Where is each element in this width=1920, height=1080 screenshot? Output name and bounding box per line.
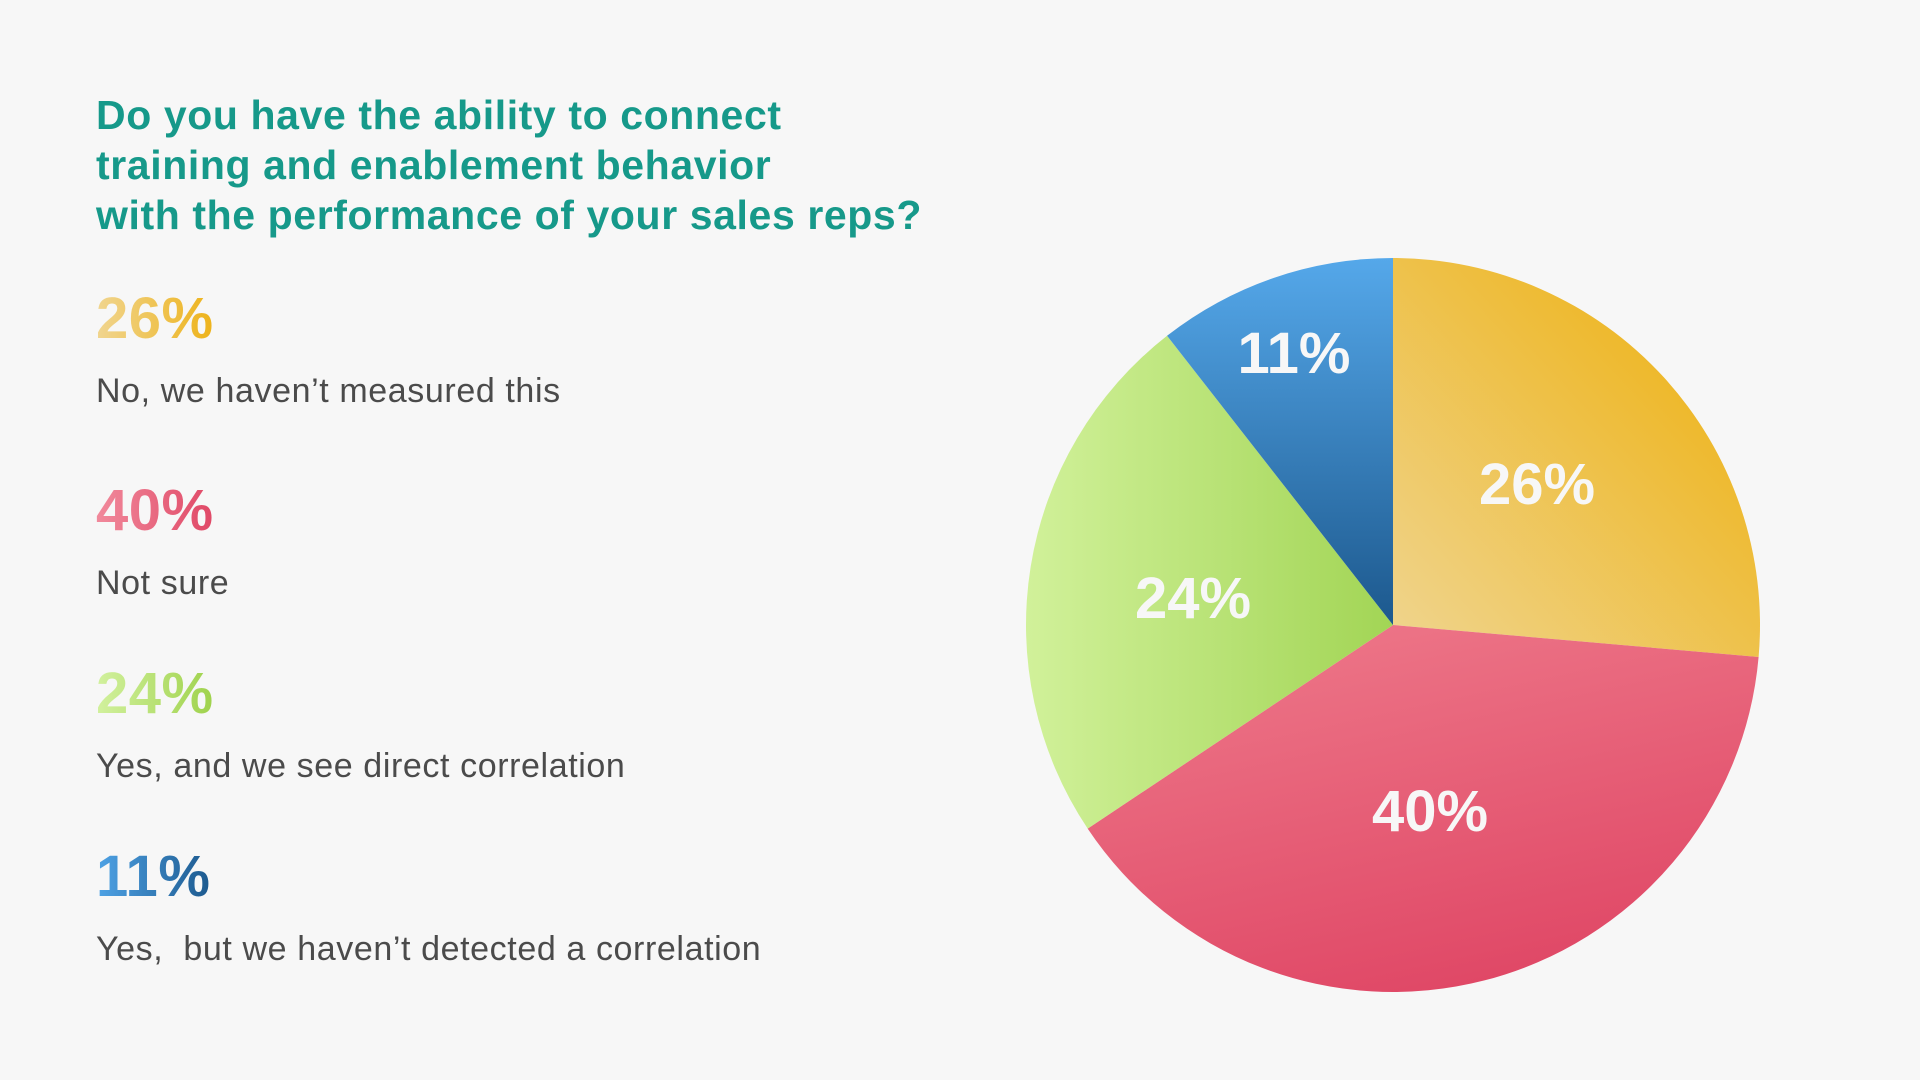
legend-item-no-measurement: 26% No, we haven’t measured this [96, 286, 561, 410]
slice-direct-correlation [1026, 335, 1393, 829]
legend-percent: 11% [96, 844, 211, 909]
legend-label: Yes, and we see direct correlation [96, 747, 626, 785]
slice-label: 11% [1238, 321, 1351, 386]
slice-not-sure [1087, 625, 1759, 992]
legend-percent: 40% [96, 478, 214, 543]
legend-label: Not sure [96, 564, 230, 602]
legend-label: No, we haven’t measured this [96, 372, 561, 410]
pie-labels: 26% 40% 24% 11% [1135, 321, 1595, 844]
title-line-2: training and enablement behavior [96, 142, 772, 188]
title-line-3: with the performance of your sales reps? [96, 192, 922, 238]
pie-slices [1026, 258, 1760, 992]
legend-label: Yes, but we haven’t detected a correlati… [96, 930, 762, 968]
legend-percent: 24% [96, 661, 214, 726]
slice-label: 40% [1372, 779, 1488, 844]
legend-item-direct-correlation: 24% Yes, and we see direct correlation [96, 661, 626, 785]
slice-label: 24% [1135, 566, 1251, 631]
legend-item-not-sure: 40% Not sure [96, 478, 230, 602]
legend-item-no-correlation: 11% Yes, but we haven’t detected a corre… [96, 844, 762, 968]
slice-no-measurement [1393, 258, 1760, 657]
legend-percent: 26% [96, 286, 214, 351]
slice-label: 26% [1479, 452, 1595, 517]
slice-no-correlation [1167, 258, 1393, 625]
title-line-1: Do you have the ability to connect [96, 92, 782, 138]
chart-title: Do you have the ability to connect train… [96, 90, 922, 240]
